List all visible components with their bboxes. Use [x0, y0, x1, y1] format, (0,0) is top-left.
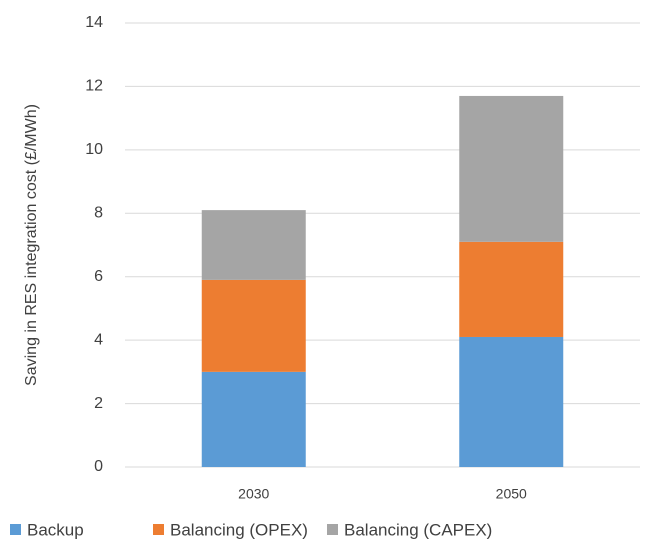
y-tick-label: 8	[94, 205, 103, 222]
bar-segment	[459, 241, 564, 337]
y-tick-label: 12	[85, 78, 103, 95]
x-tick-label: 2050	[496, 486, 527, 502]
legend-label: Balancing (OPEX)	[170, 520, 308, 539]
legend-label: Backup	[27, 520, 84, 539]
y-tick-label: 6	[94, 268, 103, 285]
bar-segment	[459, 95, 564, 242]
legend-swatch	[327, 524, 338, 535]
legend-swatch	[10, 524, 21, 535]
y-tick-label: 14	[85, 14, 103, 31]
y-tick-label: 10	[85, 141, 103, 158]
bar-segment	[201, 371, 306, 467]
bar-segment	[201, 279, 306, 372]
y-tick-label: 2	[94, 395, 103, 412]
y-tick-label: 0	[94, 458, 103, 475]
legend-swatch	[153, 524, 164, 535]
x-tick-label: 2030	[238, 486, 269, 502]
y-axis-label: Saving in RES integration cost (£/MWh)	[23, 104, 40, 386]
bar-segment	[201, 210, 306, 280]
legend-label: Balancing (CAPEX)	[344, 520, 492, 539]
y-tick-label: 4	[94, 331, 103, 348]
bar-segment	[459, 336, 564, 467]
